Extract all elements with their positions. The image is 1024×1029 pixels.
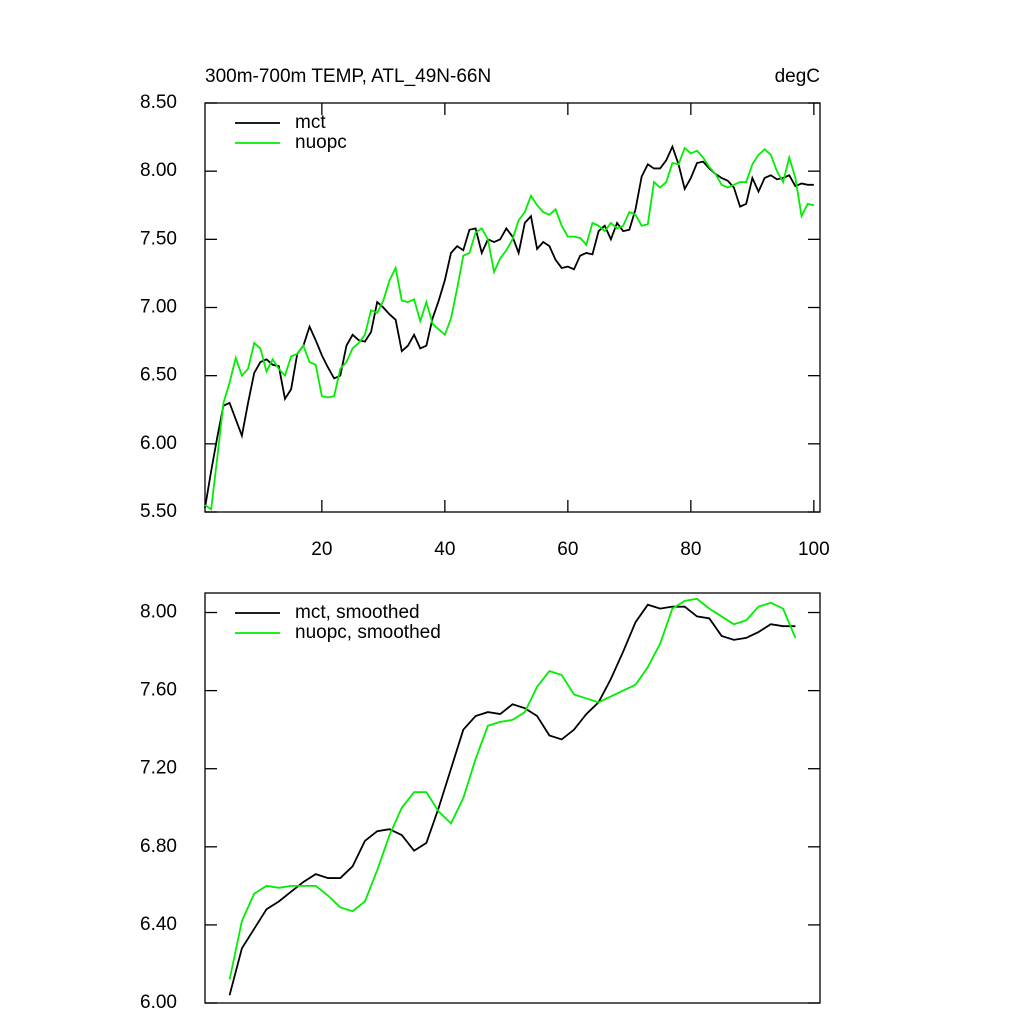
series-line <box>228 603 796 996</box>
x-tick-label: 60 <box>557 539 578 560</box>
plot-frame <box>204 102 821 513</box>
y-tick-label: 6.40 <box>140 914 177 935</box>
y-tick-label: 5.50 <box>140 501 177 522</box>
x-tick-label: 80 <box>680 539 701 560</box>
series-line <box>228 597 797 980</box>
series-line <box>204 146 815 511</box>
y-tick-label: 6.80 <box>140 836 177 857</box>
legend-label: nuopc <box>295 132 347 153</box>
y-tick-label: 8.00 <box>140 602 177 623</box>
x-tick-label: 20 <box>311 539 332 560</box>
legend-label: mct <box>295 112 326 133</box>
x-tick-label: 40 <box>434 539 455 560</box>
y-tick-label: 7.20 <box>140 758 177 779</box>
y-tick-label: 7.00 <box>140 297 177 318</box>
plot-frame <box>204 592 821 1004</box>
chart-title: 300m-700m TEMP, ATL_49N-66N <box>205 66 491 87</box>
y-tick-label: 6.00 <box>140 992 177 1013</box>
series-line <box>204 144 814 509</box>
y-tick-label: 7.60 <box>140 680 177 701</box>
y-tick-label: 8.50 <box>140 92 177 113</box>
units-label: degC <box>775 66 820 87</box>
x-tick-label: 100 <box>798 539 830 560</box>
legend-label: mct, smoothed <box>295 602 420 623</box>
y-tick-label: 8.00 <box>140 160 177 181</box>
y-tick-label: 7.50 <box>140 228 177 249</box>
y-tick-label: 6.00 <box>140 433 177 454</box>
y-tick-label: 6.50 <box>140 365 177 386</box>
legend-label: nuopc, smoothed <box>295 622 441 643</box>
